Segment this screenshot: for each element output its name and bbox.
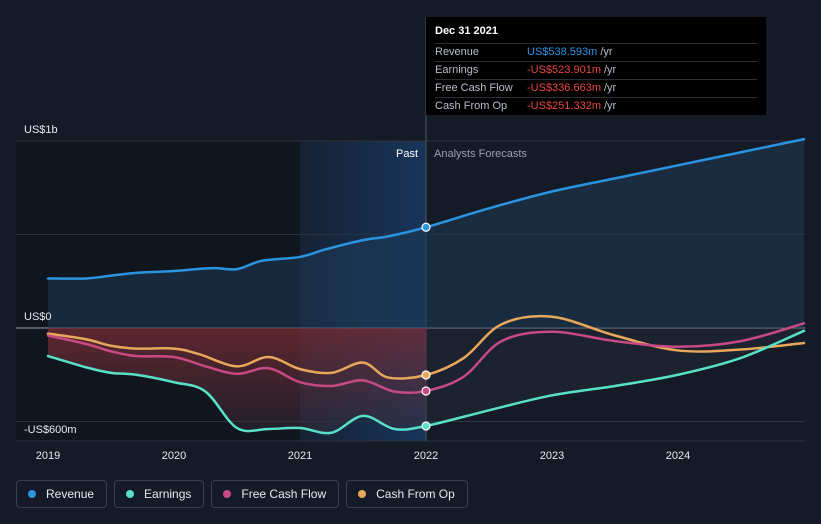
tooltip-unit: /yr [600,46,613,58]
x-tick-label: 2023 [540,450,564,462]
tooltip-row-earnings: Earnings -US$523.901m /yr [435,61,757,79]
tooltip-row-free-cash-flow: Free Cash Flow -US$336.663m /yr [435,79,757,97]
legend-dot-icon [358,490,367,498]
highlight-point [421,222,431,232]
legend-dot-icon [126,490,135,498]
tooltip-label: Free Cash Flow [435,82,513,94]
tooltip-unit: /yr [604,82,617,94]
x-tick-label: 2021 [288,450,312,462]
tooltip-row-cash-from-op: Cash From Op -US$251.332m /yr [435,97,757,115]
tooltip-value: US$538.593m [527,46,598,58]
legend-label: Earnings [144,487,192,501]
tooltip-label: Cash From Op [435,100,508,112]
x-tick-label: 2022 [414,450,438,462]
y-tick-label: US$0 [24,311,52,323]
legend-dot-icon [223,490,232,498]
chart-area: US$1b US$0 -US$600m 2019 2020 2021 2022 2023 202… [16,17,806,462]
tooltip-value: -US$251.332m [527,100,601,112]
tooltip-label: Revenue [435,46,480,58]
y-tick-label: -US$600m [24,424,77,436]
legend: Revenue Earnings Free Cash Flow Cash Fro… [16,480,468,508]
tooltip-unit: /yr [604,100,617,112]
forecast-label: Analysts Forecasts [434,148,527,160]
tooltip-value: -US$523.901m [527,64,601,76]
x-tick-label: 2024 [666,450,690,462]
highlight-point [421,421,431,431]
tooltip-label: Earnings [435,64,479,76]
series-line-earnings [46,329,806,435]
legend-dot-icon [28,490,36,498]
revenue-area [48,139,804,328]
legend-item-free-cash-flow[interactable]: Free Cash Flow [211,480,340,508]
legend-item-cash-from-op[interactable]: Cash From Op [346,480,468,508]
tooltip-value: -US$336.663m [527,82,601,94]
series-line-revenue [46,137,806,280]
loss-area [48,328,426,434]
past-label: Past [396,148,418,160]
tooltip: Dec 31 2021 Revenue US$538.593m /yr Earn… [426,17,766,115]
forecast-loss-area [48,328,804,434]
legend-label: Revenue [46,487,95,501]
series-line-cash-from-op [46,314,806,380]
x-tick-label: 2020 [162,450,186,462]
tooltip-row-revenue: Revenue US$538.593m /yr [435,43,757,61]
legend-item-earnings[interactable]: Earnings [114,480,205,508]
tooltip-unit: /yr [604,64,617,76]
highlight-point [421,386,431,396]
legend-item-revenue[interactable]: Revenue [16,480,108,508]
legend-label: Cash From Op [376,487,455,501]
highlight-point [421,370,431,380]
x-tick-label: 2019 [36,450,60,462]
y-tick-label: US$1b [24,124,58,136]
legend-label: Free Cash Flow [241,487,327,501]
tooltip-date: Dec 31 2021 [435,25,498,37]
series-line-free-cash-flow [46,322,806,395]
